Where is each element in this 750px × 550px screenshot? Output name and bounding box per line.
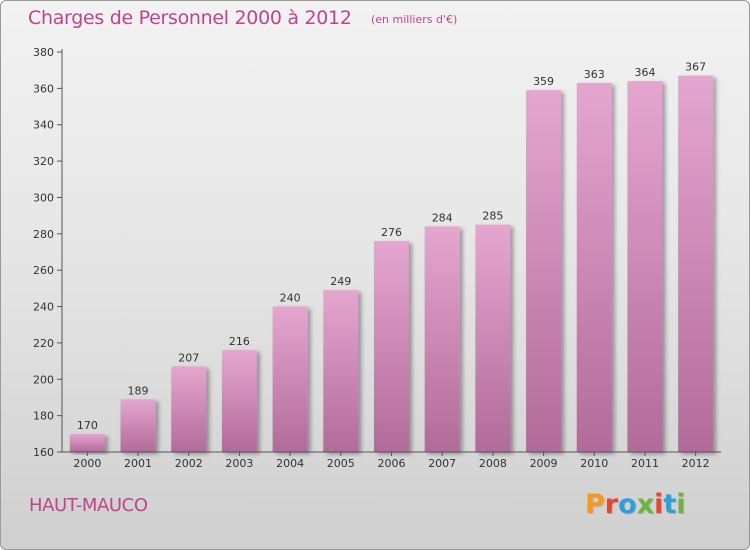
- bar-2003: [221, 350, 257, 452]
- data-label-2007: 284: [432, 212, 453, 225]
- logo-letter: i: [654, 489, 664, 520]
- y-tick-label: 340: [33, 119, 54, 132]
- data-label-2009: 359: [533, 75, 554, 88]
- bar-2009: [526, 90, 562, 452]
- data-label-2010: 363: [584, 68, 605, 81]
- bar-2004: [272, 306, 308, 452]
- chart-title: Charges de Personnel 2000 à 2012: [28, 7, 352, 29]
- logo-letter: x: [636, 489, 655, 520]
- bar-2006: [374, 241, 409, 452]
- y-tick-label: 320: [33, 155, 54, 168]
- bar-2012: [678, 75, 714, 453]
- data-label-2003: 216: [229, 335, 250, 348]
- data-label-2001: 189: [128, 384, 149, 397]
- data-label-2006: 276: [381, 226, 402, 239]
- y-tick-label: 380: [33, 46, 54, 59]
- logo-letter: P: [585, 489, 605, 520]
- y-axis: 160 180 200 220 240 260 280 300 320 340 360 380: [33, 46, 63, 459]
- bar-2000: [69, 433, 105, 452]
- data-label-2002: 207: [178, 352, 199, 365]
- x-tick-label-2005: 2005: [327, 457, 355, 470]
- x-tick-label-2003: 2003: [225, 457, 253, 470]
- y-tick-label: 160: [33, 446, 54, 459]
- x-tick-label-2006: 2006: [378, 457, 406, 470]
- data-label-2012: 367: [685, 61, 706, 74]
- x-tick-label-2008: 2008: [479, 457, 507, 470]
- data-label-2005: 249: [330, 275, 351, 288]
- data-label-2008: 285: [482, 210, 503, 223]
- x-tick-label-2002: 2002: [175, 457, 203, 470]
- logo-letter: o: [618, 489, 637, 520]
- y-tick-label: 360: [33, 82, 54, 95]
- bar-2002: [171, 366, 207, 452]
- logo-letter: t: [663, 489, 677, 520]
- x-tick-label-2012: 2012: [682, 457, 710, 470]
- bar-2007: [424, 226, 460, 452]
- y-tick-label: 300: [33, 191, 54, 204]
- y-tick-label: 220: [33, 337, 54, 350]
- bar-2011: [627, 81, 663, 452]
- bars-group: 170 189 207 216 240 249 276 284 285 359 363 364 367: [69, 61, 714, 453]
- logo-letter: r: [604, 489, 619, 520]
- bar-2008: [475, 224, 511, 452]
- data-label-2004: 240: [280, 292, 301, 305]
- y-tick-label: 180: [33, 410, 54, 423]
- x-tick-label-2004: 2004: [276, 457, 304, 470]
- x-tick-label-2000: 2000: [73, 457, 101, 470]
- x-tick-label-2007: 2007: [428, 457, 456, 470]
- y-tick-label: 280: [33, 228, 54, 241]
- y-tick-label: 260: [33, 264, 54, 277]
- proxiti-logo[interactable]: Proxiti: [585, 489, 686, 520]
- data-label-2011: 364: [634, 66, 655, 79]
- y-tick-label: 200: [33, 373, 54, 386]
- chart-subtitle: (en milliers d'€): [371, 13, 458, 26]
- x-tick-label-2011: 2011: [631, 457, 659, 470]
- bar-2010: [576, 82, 612, 452]
- data-label-2000: 170: [77, 419, 98, 432]
- x-axis: 2000 2001 2002 2003 2004 2005 2006 2007 2008 2009…: [62, 451, 721, 470]
- x-tick-label-2009: 2009: [530, 457, 558, 470]
- bar-2005: [323, 290, 359, 452]
- x-tick-label-2010: 2010: [580, 457, 608, 470]
- logo-letter: i: [676, 489, 686, 520]
- place-name: HAUT-MAUCO: [29, 495, 148, 516]
- x-tick-label-2001: 2001: [124, 457, 152, 470]
- bar-2001: [120, 399, 156, 452]
- y-tick-label: 240: [33, 301, 54, 314]
